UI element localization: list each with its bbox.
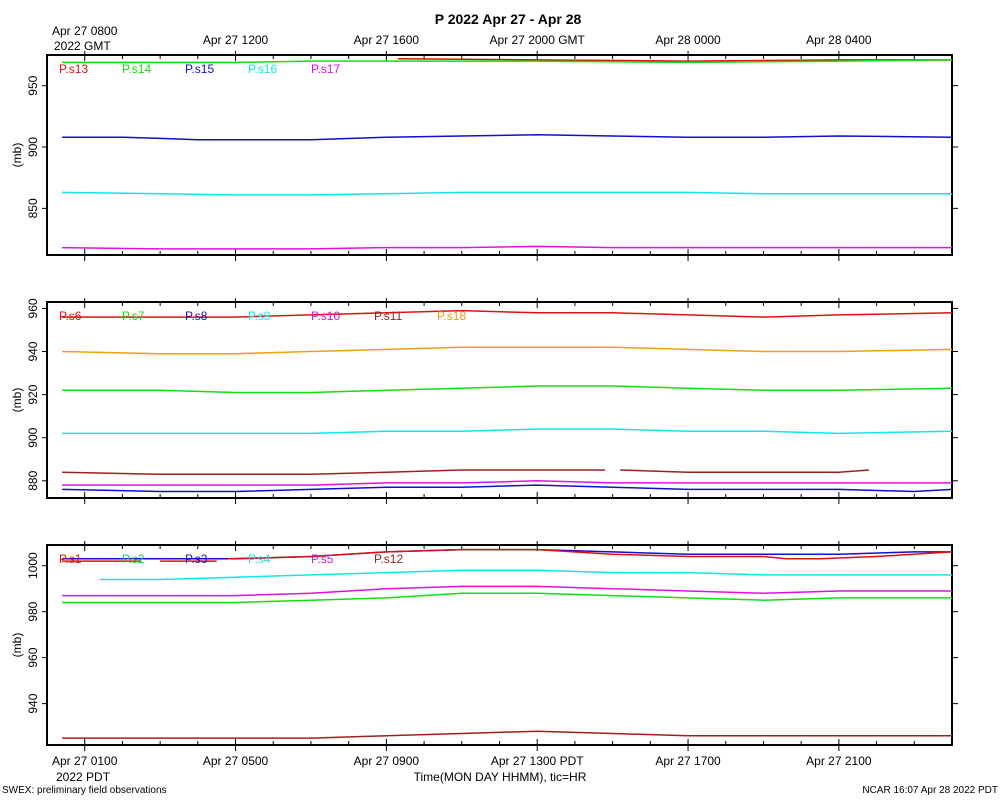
series-line-p-s4 [99,569,952,581]
y-tick-label: 940 [26,341,40,361]
legend-label-p-s9: P.s9 [248,309,271,323]
plot-frame [46,301,953,499]
series-line-p-s5 [62,585,952,597]
chart-title: P 2022 Apr 27 - Apr 28 [435,11,582,27]
bottom-axis-tick-label: Apr 27 0100 [52,754,118,768]
series-line-p-s14 [62,59,953,64]
y-tick-label: 850 [26,198,40,218]
y-axis-label: (mb) [10,388,24,413]
bottom-axis-tick-label: Apr 27 0900 [354,754,420,768]
legend-label-p-s10: P.s10 [311,309,340,323]
top-axis-tick-label: Apr 27 1200 [203,33,269,47]
legend-label-p-s11: P.s11 [374,309,403,323]
series-line-p-s2 [62,592,952,604]
series-line-p-s8 [62,484,953,493]
legend-label-p-s6: P.s6 [59,309,82,323]
legend-label-p-s15: P.s15 [185,62,214,76]
top-axis-timezone-label: 2022 GMT [54,39,111,53]
footer-timestamp: NCAR 16:07 Apr 28 2022 PDT [862,785,998,796]
series-line-p-s16 [62,191,952,196]
y-tick-label: 1000 [26,552,40,579]
top-axis-tick-label: Apr 27 2000 GMT [490,33,586,47]
series-line-p-s10 [62,480,952,486]
legend-label-p-s17: P.s17 [311,62,340,76]
y-tick-label: 920 [26,384,40,404]
top-axis-tick-label: Apr 28 0400 [806,33,872,47]
series-line-p-s13 [397,57,952,62]
series-line-p-s11 [620,469,870,473]
legend-label-p-s16: P.s16 [248,62,277,76]
y-tick-label: 950 [26,75,40,95]
y-tick-label: 980 [26,601,40,621]
panel-1: 850 900 950 (mb) P.s13 P.s14 P.s15 P.s16 P.s17 [10,51,958,261]
legend-label-p-s13: P.s13 [59,62,88,76]
series-line-p-s9 [62,428,953,435]
panel-3: 940 960 980 1000 (mb) P.s1 P.s2 P.s3 P.s4 P.s5 P.s… [10,541,958,751]
series-line-p-s11 [62,469,606,476]
bottom-axis-tick-label: Apr 27 1300 PDT [491,754,584,768]
series-line-p-s17 [62,245,952,250]
y-tick-label: 960 [26,298,40,318]
series-line-p-s15 [62,134,953,141]
legend-label-p-s7: P.s7 [122,309,145,323]
legend-label-p-s8: P.s8 [185,309,208,323]
bottom-axis-tick-label: Apr 27 2100 [806,754,872,768]
top-axis-tick-label: Apr 28 0000 [655,33,721,47]
y-tick-label: 940 [26,693,40,713]
legend-label-p-s18: P.s18 [437,309,466,323]
y-axis-label: (mb) [10,633,24,658]
series-line-p-s6 [62,309,953,318]
footer-note: SWEX: preliminary field observations [2,785,167,796]
y-tick-label: 900 [26,427,40,447]
series-line-p-s7 [62,385,953,394]
bottom-axis-tick-label: Apr 27 0500 [203,754,269,768]
y-tick-label: 900 [26,137,40,157]
legend-label-p-s1: P.s1 [59,552,82,566]
panel-2: 880 900 920 940 960 (mb) P.s6 P.s7 P.s8 P.s9 P.s10… [10,298,958,504]
bottom-axis-timezone-label: 2022 PDT [56,770,111,784]
legend-label-p-s5: P.s5 [311,552,334,566]
top-axis-tick-label: Apr 27 1600 [354,33,420,47]
series-line-p-s1 [227,548,953,560]
y-tick-label: 880 [26,470,40,490]
top-axis-tick-label: Apr 27 0800 [52,24,118,38]
legend-label-p-s12: P.s12 [374,552,403,566]
series-line-p-s12 [62,730,952,739]
y-axis-label: (mb) [10,143,24,168]
bottom-axis-tick-label: Apr 27 1700 [655,754,721,768]
series-line-p-s18 [62,346,953,355]
x-axis-label: Time(MON DAY HHMM), tic=HR [414,770,587,784]
plot-frame [46,54,953,256]
legend-label-p-s2: P.s2 [122,552,145,566]
legend-label-p-s3: P.s3 [185,552,208,566]
legend-label-p-s4: P.s4 [248,552,271,566]
legend-label-p-s14: P.s14 [122,62,151,76]
y-tick-label: 960 [26,647,40,667]
panels: 850 900 950 (mb) P.s13 P.s14 P.s15 P.s16 P.s17 88… [10,24,958,768]
